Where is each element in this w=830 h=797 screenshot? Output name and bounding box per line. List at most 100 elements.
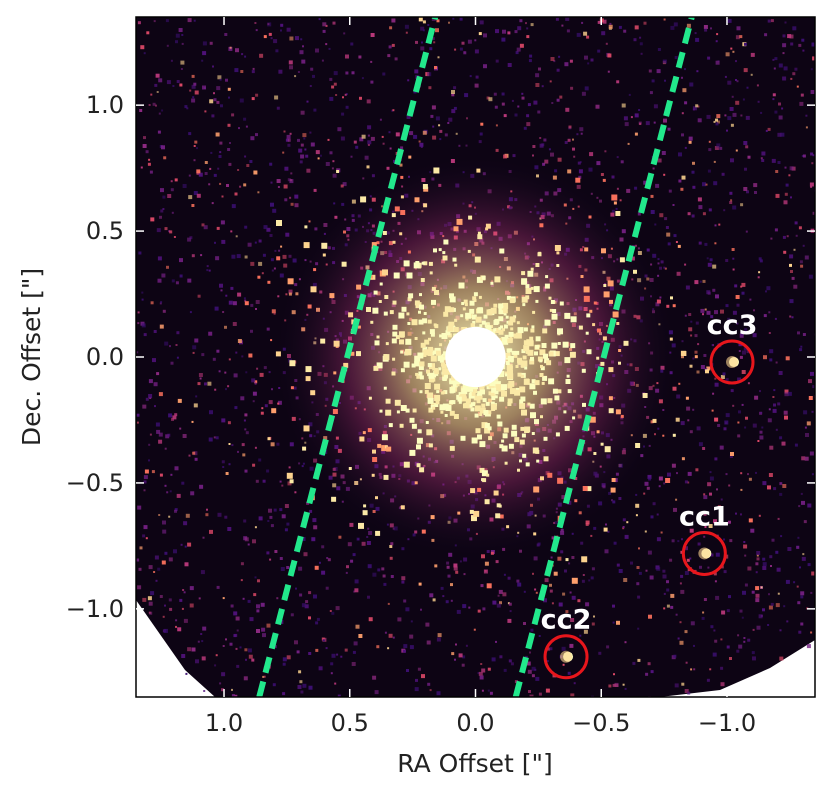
- noise-pixel: [547, 647, 551, 651]
- speckle-pixel: [540, 364, 543, 368]
- noise-pixel: [647, 550, 652, 555]
- speckle-pixel: [430, 515, 435, 520]
- noise-pixel: [204, 161, 208, 164]
- noise-pixel: [231, 113, 235, 117]
- noise-pixel: [202, 51, 207, 56]
- noise-pixel: [341, 112, 345, 116]
- noise-pixel: [738, 644, 743, 649]
- speckle-pixel: [440, 410, 444, 414]
- speckle-pixel: [536, 459, 540, 463]
- speckle-pixel: [611, 194, 618, 201]
- noise-pixel: [309, 131, 312, 134]
- noise-pixel: [743, 347, 747, 351]
- noise-pixel: [782, 43, 787, 48]
- noise-pixel: [796, 85, 799, 88]
- speckle-pixel: [527, 402, 531, 406]
- noise-pixel: [266, 227, 271, 232]
- noise-pixel: [214, 388, 217, 391]
- noise-pixel: [194, 140, 198, 144]
- noise-pixel: [418, 140, 421, 143]
- noise-pixel: [501, 92, 505, 96]
- noise-pixel: [361, 77, 364, 80]
- noise-pixel: [673, 22, 678, 27]
- noise-pixel: [161, 145, 165, 150]
- speckle-pixel: [452, 257, 457, 262]
- noise-pixel: [319, 561, 321, 564]
- speckle-pixel: [498, 326, 502, 330]
- speckle-pixel: [508, 348, 513, 353]
- speckle-pixel: [449, 445, 455, 451]
- speckle-pixel: [515, 365, 519, 368]
- noise-pixel: [726, 645, 730, 649]
- noise-pixel: [420, 146, 423, 148]
- noise-pixel: [478, 671, 483, 676]
- noise-pixel: [774, 110, 778, 114]
- noise-pixel: [308, 652, 312, 655]
- noise-pixel: [340, 184, 344, 188]
- speckle-pixel: [244, 301, 249, 306]
- noise-pixel: [157, 130, 161, 134]
- noise-pixel: [794, 443, 798, 447]
- noise-pixel: [754, 191, 757, 194]
- noise-pixel: [694, 334, 698, 338]
- noise-pixel: [702, 212, 706, 216]
- speckle-pixel: [533, 390, 537, 395]
- speckle-pixel: [383, 474, 389, 480]
- speckle-pixel: [333, 371, 337, 375]
- noise-pixel: [750, 52, 755, 57]
- noise-pixel: [263, 366, 267, 370]
- noise-pixel: [228, 96, 230, 99]
- noise-pixel: [429, 593, 434, 598]
- noise-pixel: [353, 140, 357, 144]
- noise-pixel: [786, 235, 789, 238]
- noise-pixel: [344, 93, 347, 96]
- noise-pixel: [656, 566, 661, 571]
- speckle-pixel: [557, 328, 563, 335]
- noise-pixel: [742, 590, 746, 595]
- speckle-pixel: [473, 510, 480, 517]
- noise-pixel: [503, 154, 507, 159]
- noise-pixel: [483, 569, 488, 574]
- noise-pixel: [137, 505, 142, 510]
- speckle-pixel: [501, 439, 505, 443]
- noise-pixel: [789, 166, 794, 171]
- noise-pixel: [304, 148, 307, 151]
- speckle-pixel: [310, 390, 316, 396]
- noise-pixel: [684, 146, 687, 149]
- noise-pixel: [162, 195, 166, 199]
- noise-pixel: [644, 481, 649, 486]
- noise-pixel: [304, 604, 309, 609]
- noise-pixel: [542, 162, 546, 166]
- speckle-pixel: [368, 396, 372, 400]
- noise-pixel: [549, 589, 553, 593]
- noise-pixel: [156, 372, 160, 376]
- noise-pixel: [760, 111, 763, 114]
- noise-pixel: [811, 473, 814, 476]
- noise-pixel: [737, 421, 740, 424]
- noise-pixel: [226, 184, 229, 187]
- noise-pixel: [162, 208, 165, 210]
- noise-pixel: [463, 51, 467, 55]
- speckle-pixel: [694, 355, 698, 359]
- noise-pixel: [662, 569, 666, 573]
- noise-pixel: [686, 406, 691, 411]
- noise-pixel: [312, 518, 317, 523]
- speckle-pixel: [635, 443, 641, 448]
- noise-pixel: [317, 157, 320, 160]
- noise-pixel: [245, 371, 248, 374]
- noise-pixel: [755, 598, 760, 603]
- noise-pixel: [512, 154, 516, 158]
- noise-pixel: [259, 53, 264, 58]
- noise-pixel: [153, 382, 158, 387]
- noise-pixel: [548, 148, 551, 151]
- noise-pixel: [711, 344, 714, 346]
- noise-pixel: [237, 292, 242, 297]
- noise-pixel: [657, 258, 660, 261]
- noise-pixel: [677, 540, 680, 543]
- noise-pixel: [244, 648, 248, 652]
- speckle-pixel: [424, 389, 429, 394]
- noise-pixel: [737, 634, 740, 637]
- noise-pixel: [797, 536, 800, 539]
- noise-pixel: [286, 134, 291, 139]
- noise-pixel: [588, 579, 591, 582]
